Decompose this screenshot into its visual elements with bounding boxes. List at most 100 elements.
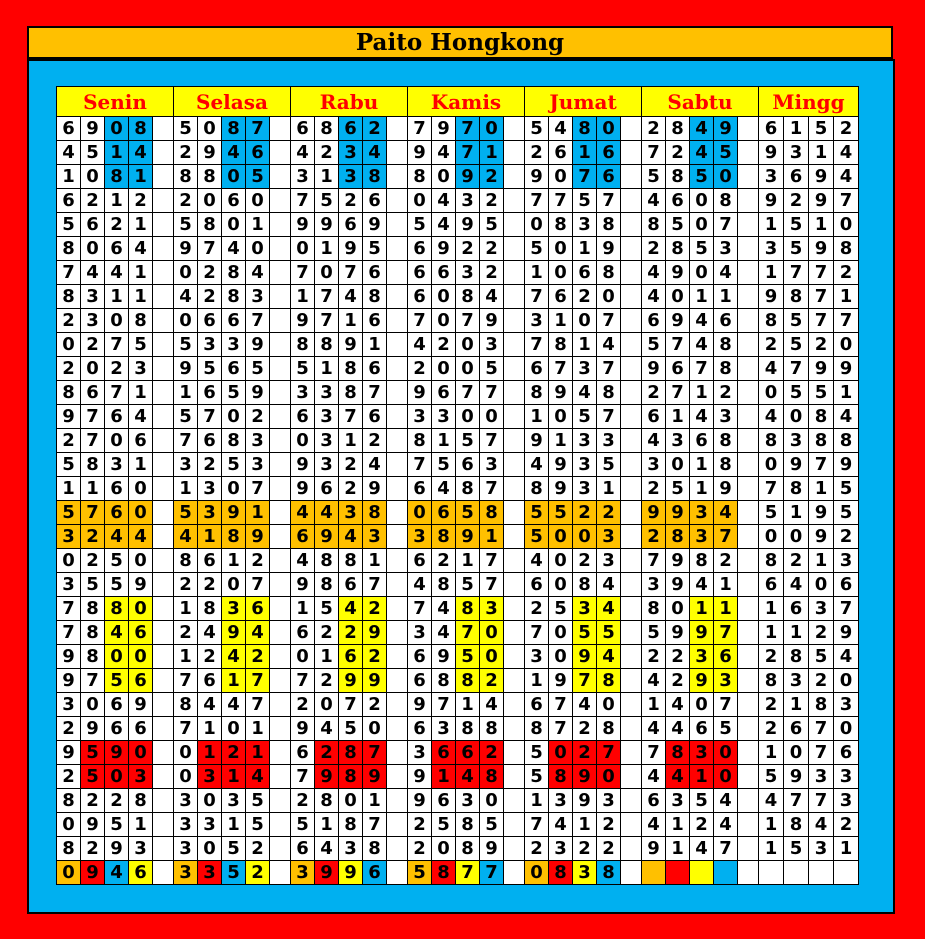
- digit-cell: 5: [407, 860, 432, 885]
- digit-cell: 9: [455, 524, 480, 549]
- digit-cell: 5: [290, 356, 315, 381]
- digit-cell: 8: [596, 380, 621, 405]
- spacer-cell: [269, 716, 291, 741]
- digit-cell: 0: [431, 836, 456, 861]
- digit-cell: 6: [407, 668, 432, 693]
- digit-cell: 9: [245, 524, 270, 549]
- digit-cell: 1: [197, 524, 222, 549]
- digit-cell: 8: [173, 548, 198, 573]
- spacer-cell: [737, 716, 759, 741]
- digit-cell: 8: [221, 284, 246, 309]
- digit-cell: 2: [572, 500, 597, 525]
- digit-cell: 0: [197, 788, 222, 813]
- digit-cell: 3: [173, 452, 198, 477]
- spacer-cell: [269, 404, 291, 429]
- digit-cell: 7: [808, 716, 834, 741]
- spacer-cell: [737, 260, 759, 285]
- spacer-cell: [737, 332, 759, 357]
- digit-cell: 4: [713, 260, 738, 285]
- digit-cell: 7: [362, 572, 387, 597]
- header-row: Senin Selasa Rabu Kamis Jumat Sabtu Mingg: [56, 86, 859, 117]
- spacer-cell: [620, 260, 642, 285]
- digit-cell: 2: [173, 572, 198, 597]
- digit-cell: 2: [221, 740, 246, 765]
- digit-cell: 0: [197, 836, 222, 861]
- digit-cell: 4: [431, 476, 456, 501]
- digit-cell: 1: [665, 812, 690, 837]
- spacer-cell: [152, 644, 174, 669]
- digit-cell: 8: [596, 212, 621, 237]
- digit-cell: 7: [596, 404, 621, 429]
- digit-cell: 2: [431, 548, 456, 573]
- digit-cell: 0: [713, 164, 738, 189]
- digit-cell: 2: [80, 788, 105, 813]
- digit-cell: 8: [362, 836, 387, 861]
- spacer-cell: [269, 860, 291, 885]
- digit-cell: 5: [572, 620, 597, 645]
- digit-cell: 1: [290, 284, 315, 309]
- digit-cell: 3: [713, 404, 738, 429]
- digit-cell: 7: [833, 188, 859, 213]
- digit-cell: 0: [56, 332, 81, 357]
- digit-cell: 1: [548, 428, 573, 453]
- digit-cell: 6: [128, 668, 153, 693]
- digit-cell: 3: [56, 572, 81, 597]
- digit-cell: 3: [314, 380, 339, 405]
- digit-cell: 5: [689, 236, 714, 261]
- digit-cell: 2: [338, 188, 363, 213]
- digit-cell: 2: [173, 140, 198, 165]
- spacer-cell: [503, 236, 525, 261]
- digit-cell: 7: [407, 596, 432, 621]
- digit-cell: 0: [128, 548, 153, 573]
- spacer-cell: [737, 116, 759, 141]
- digit-cell: 9: [290, 476, 315, 501]
- digit-cell: 8: [833, 236, 859, 261]
- digit-cell: 8: [455, 476, 480, 501]
- digit-cell: 2: [833, 260, 859, 285]
- digit-cell: 7: [56, 596, 81, 621]
- digit-cell: 7: [596, 188, 621, 213]
- digit-cell: 1: [783, 620, 809, 645]
- digit-cell: 4: [197, 620, 222, 645]
- digit-cell: 1: [713, 572, 738, 597]
- digit-cell: 8: [56, 380, 81, 405]
- spacer-cell: [620, 308, 642, 333]
- digit-cell: 5: [221, 836, 246, 861]
- spacer-cell: [269, 668, 291, 693]
- digit-cell: 8: [338, 812, 363, 837]
- digit-cell: 2: [479, 668, 504, 693]
- digit-cell: 8: [173, 692, 198, 717]
- digit-cell: 9: [689, 620, 714, 645]
- digit-cell: 6: [548, 284, 573, 309]
- spacer-cell: [269, 548, 291, 573]
- spacer-cell: [386, 788, 408, 813]
- digit-cell: 0: [524, 212, 549, 237]
- digit-cell: 9: [362, 212, 387, 237]
- spacer-cell: [737, 644, 759, 669]
- digit-cell: 3: [56, 692, 81, 717]
- spacer-cell: [620, 548, 642, 573]
- digit-cell: 4: [245, 620, 270, 645]
- digit-cell: 8: [338, 548, 363, 573]
- day-header-rabu: Rabu: [290, 86, 408, 117]
- digit-cell: 0: [221, 572, 246, 597]
- digit-cell: 1: [245, 716, 270, 741]
- digit-cell: 3: [665, 788, 690, 813]
- digit-cell: 0: [479, 788, 504, 813]
- digit-cell: 7: [833, 596, 859, 621]
- digit-cell: 9: [221, 500, 246, 525]
- digit-cell: 1: [479, 140, 504, 165]
- digit-cell: 9: [290, 308, 315, 333]
- digit-cell: 2: [362, 644, 387, 669]
- digit-cell: 5: [479, 356, 504, 381]
- spacer-cell: [386, 596, 408, 621]
- digit-cell: 4: [80, 260, 105, 285]
- digit-cell: 3: [833, 692, 859, 717]
- digit-cell: 8: [362, 164, 387, 189]
- day-header-sabtu: Sabtu: [641, 86, 759, 117]
- digit-cell: 3: [338, 836, 363, 861]
- digit-cell: 0: [596, 284, 621, 309]
- digit-cell: 8: [548, 212, 573, 237]
